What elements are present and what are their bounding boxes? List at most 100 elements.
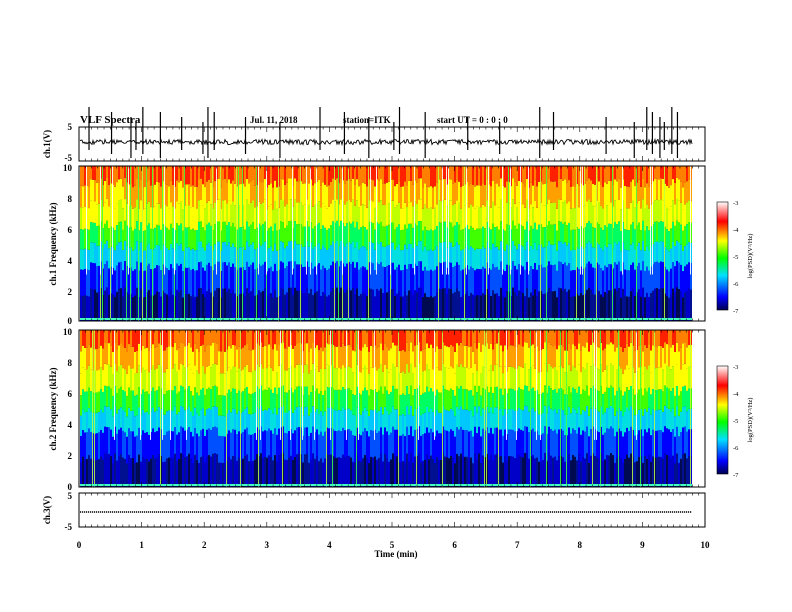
spec-cell bbox=[264, 199, 266, 222]
spec-cell bbox=[482, 226, 484, 247]
spec-cell bbox=[548, 330, 550, 343]
spec-cell bbox=[90, 166, 92, 180]
spec-cell bbox=[302, 435, 304, 463]
spec-cell bbox=[590, 408, 592, 430]
spec-cell bbox=[364, 183, 366, 206]
spec-cell bbox=[402, 349, 404, 372]
spec-cell bbox=[572, 229, 574, 250]
spec-cell bbox=[304, 407, 306, 428]
spec-cell bbox=[606, 387, 608, 408]
spec-cell bbox=[158, 265, 160, 293]
spec-cell bbox=[192, 269, 194, 296]
spec-cell bbox=[454, 203, 456, 226]
spec-cell bbox=[386, 368, 388, 391]
spec-cell bbox=[404, 462, 406, 487]
spec-cell bbox=[470, 430, 472, 458]
spec-cell bbox=[86, 369, 88, 392]
spec-cell bbox=[634, 269, 636, 296]
spec-cell bbox=[646, 330, 648, 348]
spec-cell bbox=[436, 266, 438, 293]
spec-streak bbox=[126, 166, 127, 321]
spec-cell bbox=[208, 344, 210, 366]
spec-cell bbox=[410, 290, 412, 321]
spec-cell bbox=[144, 432, 146, 460]
spec-cell bbox=[676, 177, 678, 199]
spec-cell bbox=[660, 367, 662, 390]
spec-cell bbox=[684, 266, 686, 293]
spec-cell bbox=[86, 330, 88, 348]
spec-cell bbox=[112, 351, 114, 374]
spec-cell bbox=[412, 206, 414, 228]
spec-cell bbox=[272, 297, 274, 321]
spec-cell bbox=[278, 408, 280, 429]
spec-cell bbox=[466, 389, 468, 410]
spec-cell bbox=[396, 267, 398, 294]
spec-cell bbox=[350, 389, 352, 411]
spec-cell bbox=[616, 244, 618, 265]
spec-cell bbox=[672, 221, 674, 242]
spec-cell bbox=[370, 430, 372, 457]
spec-cell bbox=[426, 427, 428, 455]
spec-cell bbox=[542, 267, 544, 294]
spec-cell bbox=[314, 204, 316, 227]
spec-cell bbox=[358, 296, 360, 321]
spec-cell bbox=[562, 290, 564, 321]
spec-cell bbox=[274, 243, 276, 264]
spec-cell bbox=[504, 456, 506, 487]
spec-cell bbox=[228, 457, 230, 487]
spec-cell bbox=[558, 199, 560, 222]
spec-cell bbox=[296, 181, 298, 203]
spec-cell bbox=[196, 413, 198, 434]
spec-cell bbox=[112, 294, 114, 321]
spec-cell bbox=[578, 269, 580, 296]
spec-cell bbox=[84, 391, 86, 413]
spec-cell bbox=[676, 406, 678, 427]
spec-cell bbox=[150, 207, 152, 229]
spec-cell bbox=[148, 330, 150, 351]
spec-cell bbox=[172, 294, 174, 321]
spec-cell bbox=[252, 371, 254, 394]
spec-cell bbox=[658, 166, 660, 180]
spec-cell bbox=[400, 435, 402, 463]
spec-cell bbox=[670, 248, 672, 269]
spec-cell bbox=[148, 223, 150, 244]
spec-cell bbox=[670, 391, 672, 412]
spec-cell bbox=[504, 429, 506, 457]
spec-cell bbox=[604, 166, 606, 183]
spec-cell bbox=[270, 389, 272, 411]
spec-cell bbox=[272, 166, 274, 188]
spec-cell bbox=[668, 209, 670, 232]
spec-cell bbox=[396, 366, 398, 389]
spec-cell bbox=[186, 166, 188, 185]
spec-cell bbox=[446, 410, 448, 431]
spec-cell bbox=[188, 166, 190, 185]
spec-cell bbox=[542, 433, 544, 461]
spec-cell bbox=[568, 343, 570, 365]
spec-cell bbox=[176, 243, 178, 264]
spec-cell bbox=[274, 201, 276, 224]
spec-cell bbox=[450, 429, 452, 456]
spec-cell bbox=[572, 296, 574, 321]
spec-cell bbox=[402, 208, 404, 230]
spec-cell bbox=[460, 208, 462, 231]
spec-cell bbox=[268, 248, 270, 269]
spec-cell bbox=[390, 369, 392, 392]
spec-cell bbox=[128, 294, 130, 321]
spec-cell bbox=[574, 389, 576, 410]
spec-cell bbox=[408, 414, 410, 435]
spec-cell bbox=[134, 228, 136, 250]
spec-cell bbox=[514, 390, 516, 411]
spec-streak bbox=[292, 166, 293, 275]
spec-cell bbox=[332, 178, 334, 200]
spec-cell bbox=[246, 241, 248, 262]
spec-cell bbox=[338, 346, 340, 368]
spec-cell bbox=[328, 387, 330, 408]
spec-cell bbox=[678, 330, 680, 352]
spec-cell bbox=[254, 330, 256, 349]
spec-cell bbox=[354, 247, 356, 268]
spec-cell bbox=[134, 373, 136, 396]
spec-cell bbox=[628, 186, 630, 209]
spec-cell bbox=[558, 221, 560, 242]
spec-cell bbox=[490, 249, 492, 270]
spec-cell bbox=[366, 229, 368, 250]
